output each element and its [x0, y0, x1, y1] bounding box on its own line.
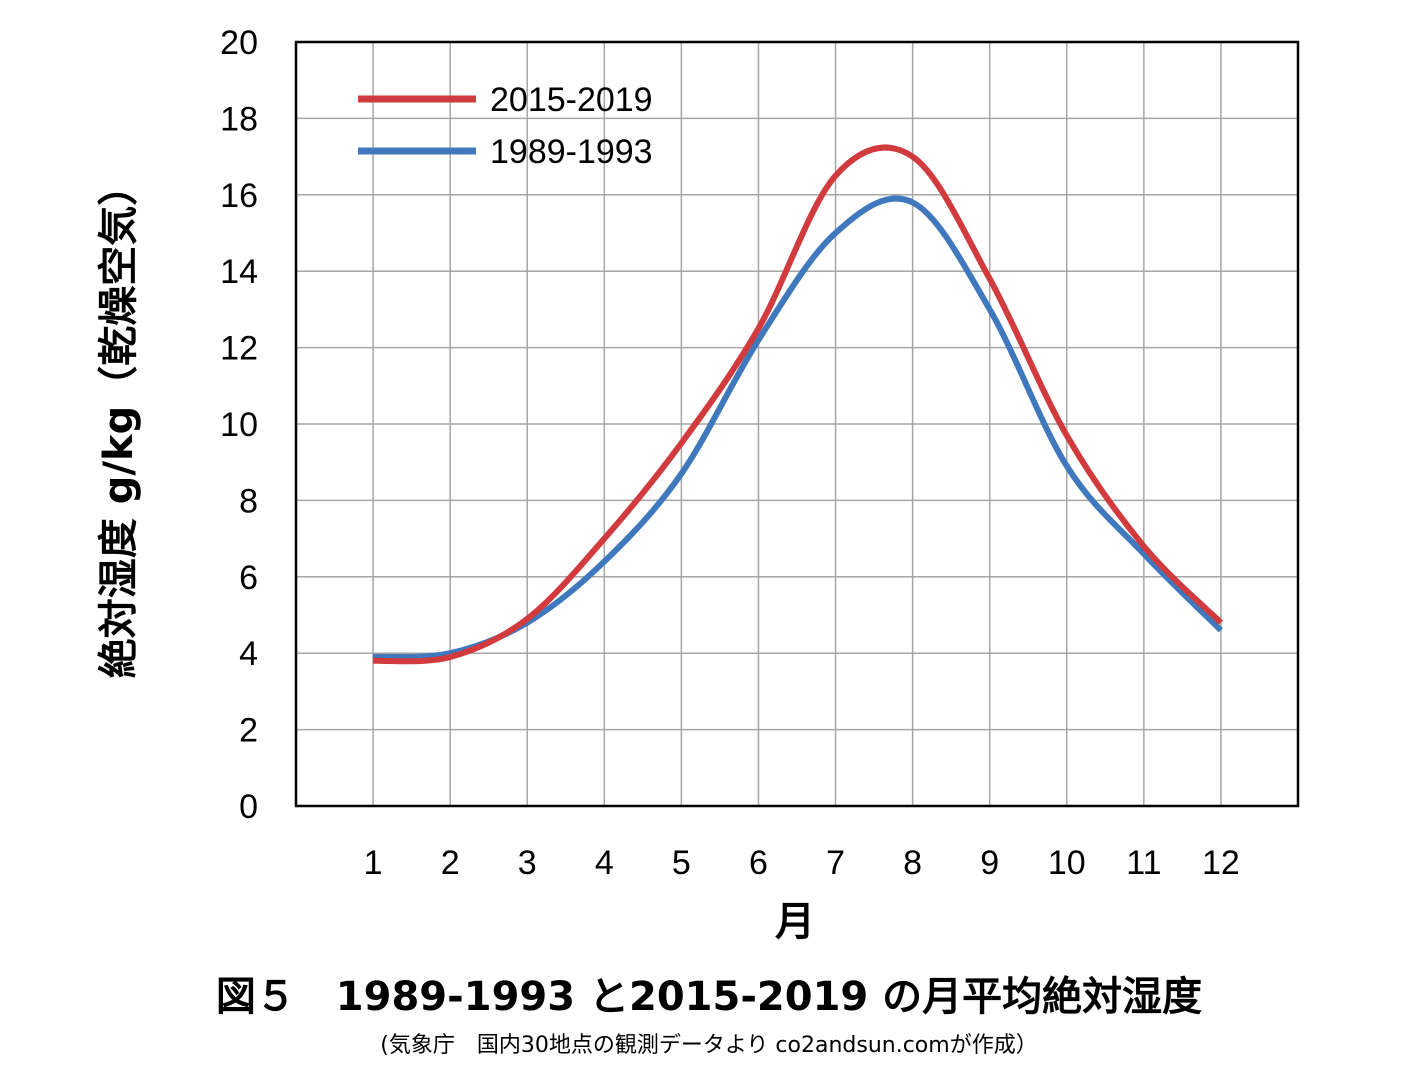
- x-axis-ticks: 1 2 3 4 5 6 7 8 9 10 11 12: [364, 844, 1240, 882]
- plot-area-frame: [294, 40, 1300, 808]
- x-tick-label: 7: [826, 844, 845, 882]
- y-tick-label: 4: [239, 635, 258, 673]
- legend-label-2015-2019: 2015-2019: [490, 81, 653, 119]
- data-point-2015-2019: [370, 658, 376, 664]
- data-point-1989-1993: [910, 199, 916, 205]
- figure-caption-source: (気象庁 国内30地点の観測データより co2andsun.comが作成）: [380, 1033, 1037, 1058]
- x-tick-label: 3: [518, 844, 537, 882]
- legend: 2015-2019 1989-1993: [358, 81, 653, 171]
- x-tick-label: 10: [1048, 844, 1086, 882]
- series-lines: [370, 144, 1224, 665]
- grid-lines: [296, 42, 1298, 806]
- data-point-2015-2019: [987, 276, 993, 282]
- data-point-2015-2019: [601, 536, 607, 542]
- series-line-1989-1993: [372, 195, 1224, 661]
- x-axis-title: 月: [775, 899, 815, 945]
- y-tick-label: 18: [220, 100, 258, 138]
- data-point-2015-2019: [910, 154, 916, 160]
- data-point-2015-2019: [755, 326, 761, 332]
- data-point-1989-1993: [1218, 627, 1224, 633]
- y-tick-label: 0: [239, 788, 258, 826]
- y-tick-label: 20: [220, 24, 258, 62]
- legend-label-1989-1993: 1989-1993: [490, 133, 653, 171]
- data-point-1989-1993: [678, 471, 684, 477]
- x-tick-label: 4: [595, 844, 614, 882]
- y-tick-label: 16: [220, 177, 258, 215]
- x-tick-label: 2: [441, 844, 460, 882]
- y-axis-ticks: 0 2 4 6 8 10 12 14 16 18 20: [220, 24, 258, 826]
- data-point-1989-1993: [987, 306, 993, 312]
- data-point-2015-2019: [833, 173, 839, 179]
- figure-caption-title: 図５ 1989-1993 と2015-2019 の月平均絶対湿度: [216, 974, 1202, 1020]
- data-point-1989-1993: [833, 230, 839, 236]
- x-tick-label: 11: [1126, 844, 1161, 882]
- data-point-2015-2019: [447, 654, 453, 660]
- data-point-1989-1993: [601, 559, 607, 565]
- x-tick-label: 6: [749, 844, 768, 882]
- y-tick-label: 2: [239, 712, 258, 750]
- x-tick-label: 1: [364, 844, 383, 882]
- series-line-2015-2019: [372, 144, 1224, 665]
- x-tick-label: 8: [903, 844, 922, 882]
- data-point-2015-2019: [678, 440, 684, 446]
- data-point-2015-2019: [1218, 620, 1224, 626]
- data-point-2015-2019: [1141, 543, 1147, 549]
- x-tick-label: 5: [672, 844, 691, 882]
- x-tick-label: 12: [1202, 844, 1240, 882]
- y-tick-label: 10: [220, 406, 258, 444]
- x-tick-label: 9: [980, 844, 999, 882]
- data-point-1989-1993: [1064, 463, 1070, 469]
- y-tick-label: 8: [239, 482, 258, 520]
- data-point-2015-2019: [1064, 432, 1070, 438]
- y-tick-label: 6: [239, 559, 258, 597]
- y-axis-title: 絶対湿度 g/kg（乾燥空気）: [96, 166, 142, 678]
- data-point-2015-2019: [524, 616, 530, 622]
- y-tick-label: 14: [220, 253, 258, 291]
- y-tick-label: 12: [220, 330, 258, 368]
